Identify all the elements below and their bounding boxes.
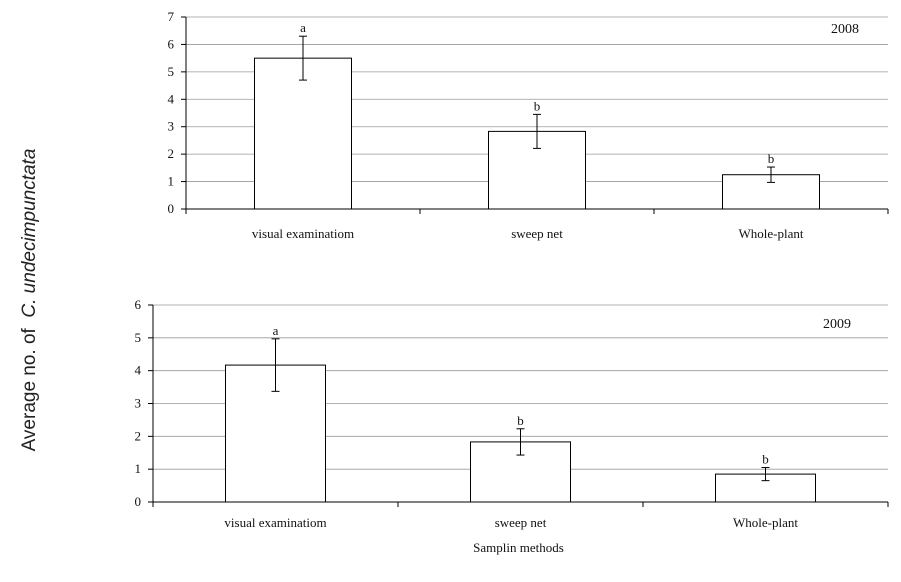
chart2-category-label: visual examinatiom <box>224 515 326 530</box>
y-axis-label: Average no. of C. undecimpunctata <box>19 149 41 452</box>
chart1-significance-letter: a <box>300 20 306 35</box>
chart2-y-tick-label: 0 <box>135 494 142 509</box>
chart2-year-annotation: 2009 <box>823 317 851 332</box>
chart1-significance-letter: b <box>534 98 541 113</box>
chart2-y-tick-label: 5 <box>135 330 142 345</box>
chart2-significance-letter: b <box>762 452 769 467</box>
chart2-significance-letter: a <box>273 323 279 338</box>
chart1-y-tick-label: 5 <box>168 64 175 79</box>
chart1-y-tick-label: 1 <box>168 174 175 189</box>
chart1-y-tick-label: 6 <box>168 36 175 51</box>
chart1-significance-letter: b <box>768 151 775 166</box>
chart1-bar <box>254 57 352 210</box>
y-axis-label-area: Average no. of C. undecimpunctata <box>0 0 60 577</box>
chart1-category-label: Whole-plant <box>739 226 804 241</box>
chart2-significance-letter: b <box>517 413 524 428</box>
chart1-y-tick-label: 7 <box>168 9 175 24</box>
chart1-y-tick-label: 0 <box>168 201 175 216</box>
chart1-y-tick-label: 3 <box>168 119 175 134</box>
chart1-y-tick-label: 2 <box>168 146 175 161</box>
chart1-y-tick-label: 4 <box>168 91 175 106</box>
chart2-y-tick-label: 6 <box>135 297 142 312</box>
chart1-category-label: sweep net <box>511 226 563 241</box>
chart1-category-label: visual examinatiom <box>252 226 354 241</box>
y-axis-label-prefix: Average no. of <box>19 328 40 452</box>
chart2-category-label: sweep net <box>495 515 547 530</box>
chart1-year-annotation: 2008 <box>831 22 859 37</box>
chart2-category-label: Whole-plant <box>733 515 798 530</box>
chart2-y-tick-label: 3 <box>135 396 142 411</box>
chart2-y-tick-label: 1 <box>135 461 142 476</box>
chart2-y-tick-label: 2 <box>135 428 142 443</box>
y-axis-label-species: C. undecimpunctata <box>19 148 40 318</box>
chart2-y-tick-label: 4 <box>135 363 142 378</box>
chart2-x-axis-label: Samplin methods <box>473 540 564 555</box>
